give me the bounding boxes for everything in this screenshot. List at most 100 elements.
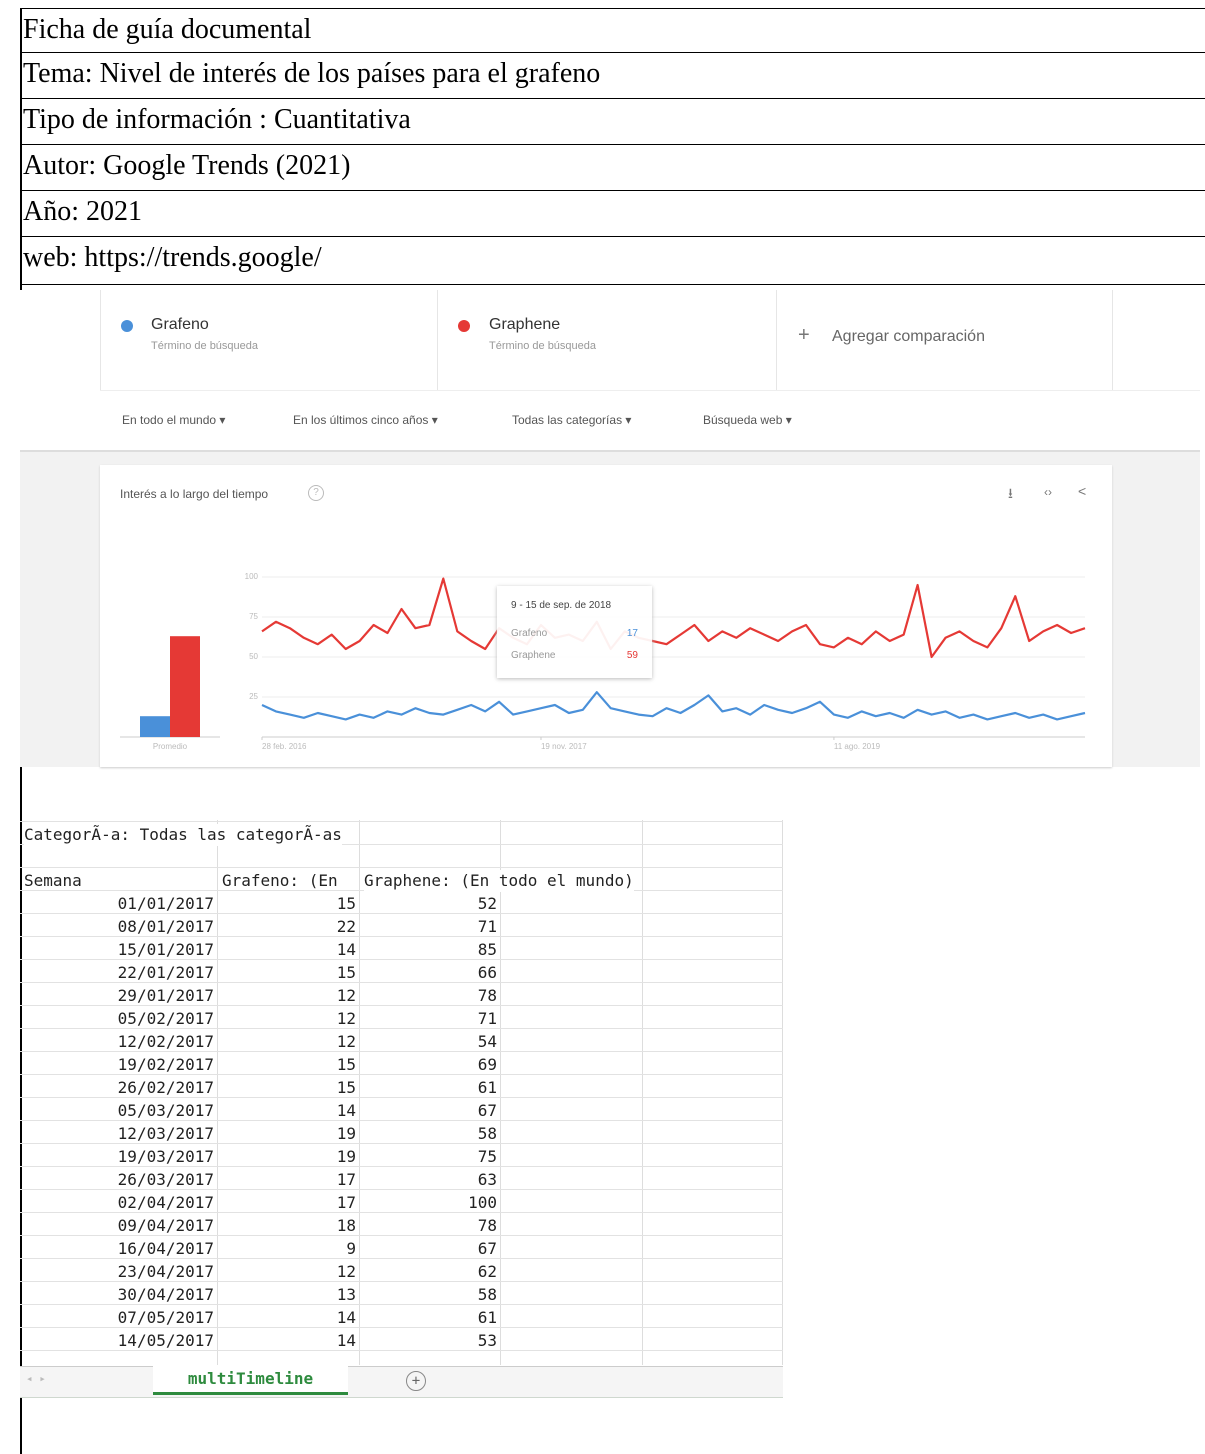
grid-line — [20, 1350, 783, 1351]
separator — [100, 290, 101, 390]
grid-line — [20, 1097, 783, 1098]
cell: 61 — [477, 1308, 497, 1327]
column-header: Graphene: (En todo el mundo) — [364, 870, 634, 892]
separator — [100, 390, 1200, 391]
cell: 14 — [336, 1308, 356, 1327]
cell: 69 — [477, 1055, 497, 1074]
filter[interactable]: En los últimos cinco años ▾ — [293, 413, 438, 427]
cell: 19 — [336, 1147, 356, 1166]
add-comparison[interactable]: Agregar comparación — [832, 328, 985, 345]
download-icon[interactable]: ⭳ — [1008, 485, 1013, 501]
tooltip-value: 17 — [626, 628, 638, 639]
table-row: Tipo de información : Cuantitativa — [20, 98, 1205, 144]
grid-line — [20, 1143, 783, 1144]
grid-line — [20, 1005, 783, 1006]
term-name: Graphene — [489, 316, 561, 333]
y-tick-label: 75 — [249, 612, 258, 621]
sheet-title: CategorÃ-a: Todas las categorÃ-as — [24, 824, 342, 846]
cell: 61 — [477, 1078, 497, 1097]
cell: 66 — [477, 963, 497, 982]
tab-bar — [20, 1366, 783, 1398]
cell: 12/02/2017 — [117, 1032, 214, 1051]
filter[interactable]: En todo el mundo ▾ — [122, 413, 226, 427]
cell: 58 — [477, 1285, 497, 1304]
tooltip-name: Grafeno — [511, 628, 548, 639]
column-header: Semana — [24, 871, 82, 890]
cell: 62 — [477, 1262, 497, 1281]
series-line — [261, 691, 1086, 721]
cell: 67 — [477, 1239, 497, 1258]
term-subtitle: Término de búsqueda — [151, 340, 259, 352]
filter-label: Todas las categorías — [512, 413, 623, 427]
cell: 08/01/2017 — [117, 917, 214, 936]
cell: 71 — [477, 1009, 497, 1028]
filter[interactable]: Todas las categorías ▾ — [512, 413, 632, 427]
cell: 12 — [336, 1032, 356, 1051]
cell: 19/03/2017 — [117, 1147, 214, 1166]
table-row: Ficha de guía documental — [20, 8, 1205, 52]
grid-line — [20, 1304, 783, 1305]
cell: 07/05/2017 — [117, 1308, 214, 1327]
cell: 78 — [477, 1216, 497, 1235]
cell: 13 — [336, 1285, 356, 1304]
cell: 14 — [336, 1331, 356, 1350]
table-row: Tema: Nivel de interés de los países par… — [20, 52, 1205, 98]
grid-line — [359, 820, 360, 1365]
grid-line — [20, 982, 783, 983]
cell: 19/02/2017 — [117, 1055, 214, 1074]
average-bar — [140, 716, 170, 737]
sheet-tab[interactable]: multiTimeline — [153, 1366, 348, 1395]
cell: 85 — [477, 940, 497, 959]
table-row: Autor: Google Trends (2021) — [20, 144, 1205, 190]
series-line — [261, 577, 1086, 659]
grid-line — [642, 820, 643, 1365]
legend-dot — [458, 320, 470, 332]
column-header: Grafeno: (En — [222, 871, 338, 890]
cell: 12 — [336, 1009, 356, 1028]
plus-icon[interactable]: + — [798, 324, 810, 346]
cell: 78 — [477, 986, 497, 1005]
table-row: Año: 2021 — [20, 190, 1205, 236]
grid-line — [20, 959, 783, 960]
x-tick-label: 28 feb. 2016 — [262, 742, 307, 751]
filter-label: En los últimos cinco años — [293, 413, 429, 427]
cell: 15 — [336, 1055, 356, 1074]
add-sheet[interactable]: + — [406, 1371, 426, 1391]
grid-line — [20, 1235, 783, 1236]
grid-line — [20, 1212, 783, 1213]
x-tick-label: 19 nov. 2017 — [541, 742, 587, 751]
cell: 05/02/2017 — [117, 1009, 214, 1028]
tooltip-title: 9 - 15 de sep. de 2018 — [511, 600, 612, 611]
grid-line — [20, 1281, 783, 1282]
cell: 01/01/2017 — [117, 894, 214, 913]
tooltip: 9 - 15 de sep. de 2018 Grafeno 17 Graphe… — [497, 586, 652, 678]
term-name: Grafeno — [151, 316, 209, 333]
grid-line — [500, 820, 501, 1365]
cell: 54 — [477, 1032, 497, 1051]
cell: 05/03/2017 — [117, 1101, 214, 1120]
cell: 15 — [336, 894, 356, 913]
cell: 75 — [477, 1147, 497, 1166]
average-label: Promedio — [153, 742, 188, 751]
y-tick-label: 100 — [245, 572, 259, 581]
trends-chart: 25 50 75 100 28 feb. 2016 19 nov. 2017 11 ago.… — [120, 572, 1086, 751]
cell: 09/04/2017 — [117, 1216, 214, 1235]
cell: 15/01/2017 — [117, 940, 214, 959]
cell: 17 — [336, 1193, 356, 1212]
embed-icon[interactable]: ‹› — [1044, 485, 1052, 499]
grid-line — [20, 1258, 783, 1259]
y-tick-label: 50 — [249, 652, 258, 661]
grid-line — [20, 844, 783, 845]
cell: 15 — [336, 963, 356, 982]
grid-line — [20, 1074, 783, 1075]
help-icon[interactable]: ? — [308, 485, 324, 501]
grid-line — [20, 1327, 783, 1328]
grid-line — [20, 1028, 783, 1029]
share-icon[interactable]: < — [1078, 483, 1087, 499]
cell: 15 — [336, 1078, 356, 1097]
cell: 26/02/2017 — [117, 1078, 214, 1097]
filter[interactable]: Búsqueda web ▾ — [703, 413, 792, 427]
grid-line — [20, 1166, 783, 1167]
cell: 100 — [468, 1193, 497, 1212]
